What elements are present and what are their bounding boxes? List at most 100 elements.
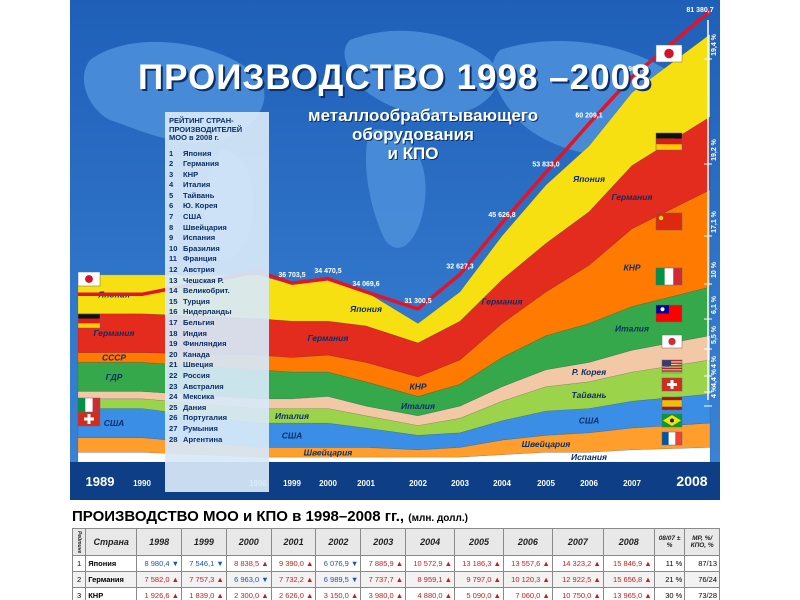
share-label-1: 19,4 % [711,33,718,56]
flag-icon-11 [661,431,683,446]
ranking-item: 20 Канада [169,350,265,361]
ranking-number: 8 [169,222,174,232]
ranking-number: 21 [169,360,178,370]
table-cell: 76/24 [684,571,720,588]
ranking-item: 14 Великобрит. [169,286,265,297]
point-label-1: 36 703,5 [278,272,305,279]
share-label-6: 5,5 % [711,325,718,344]
flag-icon-5 [655,304,683,323]
table-cell: 7 060,0 ▲ [502,587,553,600]
subtitle-line-2: оборудования [352,125,474,144]
band-label-6: Япония [349,304,382,314]
ranking-title: РЕЙТИНГ СТРАН- ПРОИЗВОДИТЕЛЕЙ МОО в 2008… [169,116,243,142]
band-label-20: США [579,416,600,426]
table-cell: 2 300,0 ▲ [225,587,272,600]
ranking-item: 18 Индия [169,329,265,340]
band-label-9: Италия [275,411,309,421]
table-cell: 7 757,3 ▲ [181,571,227,588]
band-label-12: КНР [409,382,426,392]
table-cell: 6 076,9 ▼ [315,555,362,572]
ranking-number: 5 [169,190,174,200]
ranking-country: Финляндия [183,339,227,349]
table-cell: 13 186,3 ▲ [454,555,504,572]
point-label-7: 53 833,0 [532,161,559,168]
table-unit: (млн. долл.) [408,513,468,524]
ranking-country: Чешская Р. [183,275,224,285]
production-table: Рейтинг Страна 1998 1999 2000 2001 2002 2003 200… [72,528,720,600]
ranking-country: Япония [183,148,212,158]
ranking-country: Нидерланды [183,307,232,317]
ranking-country: Испания [183,233,216,243]
table-row: 3 КНР 1 926,6 ▲ 1 839,0 ▲ 2 300,0 ▲ 2 626,0 ▲… [72,587,720,600]
table-title-text: ПРОИЗВОДСТВО МОО и КПО в 1998–2008 гг., [72,508,405,525]
ranking-country: Германия [183,159,220,169]
ranking-number: 26 [169,413,178,423]
ranking-country: Бразилия [183,243,220,253]
table-cell: 8 838,5 ▲ [225,555,272,572]
table-cell: 7 732,2 ▲ [270,571,317,588]
point-label-8: 60 209,1 [575,113,602,120]
band-label-14: Япония [572,174,605,184]
table-cell: 4 880,0 ▲ [405,587,456,600]
table-cell: 6 989,5 ▼ [315,571,362,588]
ranking-item: 16 Нидерланды [169,307,265,318]
table-cell: 12 922,5 ▲ [551,571,604,588]
table-cell: 15 846,9 ▲ [602,555,655,572]
band-label-7: Германия [308,333,349,343]
table-cell: 6 963,0 ▼ [225,571,272,588]
share-axis: 19,4 % 19,2 % 17,1 % 10 % 6,1 % 5,5 % 4 %4,4 %… [704,20,718,407]
ranking-country: Турция [183,296,210,306]
table-header-cell: 2001 [270,528,317,556]
point-label-2: 34 470,5 [314,268,341,275]
ranking-number: 3 [169,169,174,179]
table-cell: 7 582,0 ▲ [136,571,182,588]
ranking-item: 3 КНР [169,170,265,181]
table-cell: 8 980,4 ▼ [136,555,182,572]
ranking-country: Аргентина [183,434,223,444]
table-cell: КНР [85,587,138,600]
table-cell: 21 % [653,571,686,588]
table-cell: 7 737,7 ▲ [360,571,407,588]
band-label-21: Швейцария [522,439,571,449]
table-cell: Япония [85,555,138,572]
ranking-number: 24 [169,392,178,402]
flag-icon-left-1 [77,271,101,287]
ranking-item: 28 Аргентина [169,435,265,446]
band-label-5: США [104,418,125,428]
ranking-country: КНР [183,169,199,179]
band-label-15: Германия [612,192,653,202]
table-cell: Германия [85,571,138,588]
share-label-8: 4,4 % [711,368,718,387]
ranking-item: 2 Германия [169,159,265,170]
table-body: 1 Япония 8 980,4 ▼ 7 546,1 ▼ 8 838,5 ▲ 9 390,… [72,555,720,600]
table-cell: 3 [72,587,87,600]
flag-icon-8 [661,377,683,392]
table-cell: 9 390,0 ▲ [270,555,317,572]
flag-icon-left-4 [77,397,101,413]
ranking-number: 25 [169,402,178,412]
ranking-country: Австрия [183,265,215,275]
ranking-item: 1 Япония [169,149,265,160]
band-label-16: КНР [623,263,640,273]
ranking-list: 1 Япония 2 Германия 3 КНР 4 Италия 5 Тайвань 6 Ю. К… [169,149,265,446]
flag-icon-7 [661,359,683,374]
production-table-wrap: Рейтинг Страна 1998 1999 2000 2001 2002 2003 200… [72,528,720,600]
ranking-country: Швеция [183,360,214,370]
table-header-cell: 2006 [502,528,553,556]
table-cell: 10 572,9 ▲ [405,555,456,572]
ranking-item: 5 Тайвань [169,191,265,202]
ranking-panel: РЕЙТИНГ СТРАН- ПРОИЗВОДИТЕЛЕЙ МОО в 2008… [165,112,269,492]
ranking-number: 13 [169,275,178,285]
share-label-2: 19,2 % [711,138,718,161]
ranking-item: 15 Турция [169,297,265,308]
table-cell: 15 656,8 ▲ [602,571,655,588]
ranking-number: 11 [169,254,178,264]
flag-icon-6 [661,334,683,349]
ranking-number: 28 [169,434,178,444]
table-header-cell: 2002 [315,528,362,556]
ranking-number: 10 [169,243,178,253]
band-label-2: Германия [94,328,135,338]
table-header-cell: 2005 [454,528,504,556]
ranking-country: Румыния [183,423,218,433]
table-cell: 2 [72,571,87,588]
